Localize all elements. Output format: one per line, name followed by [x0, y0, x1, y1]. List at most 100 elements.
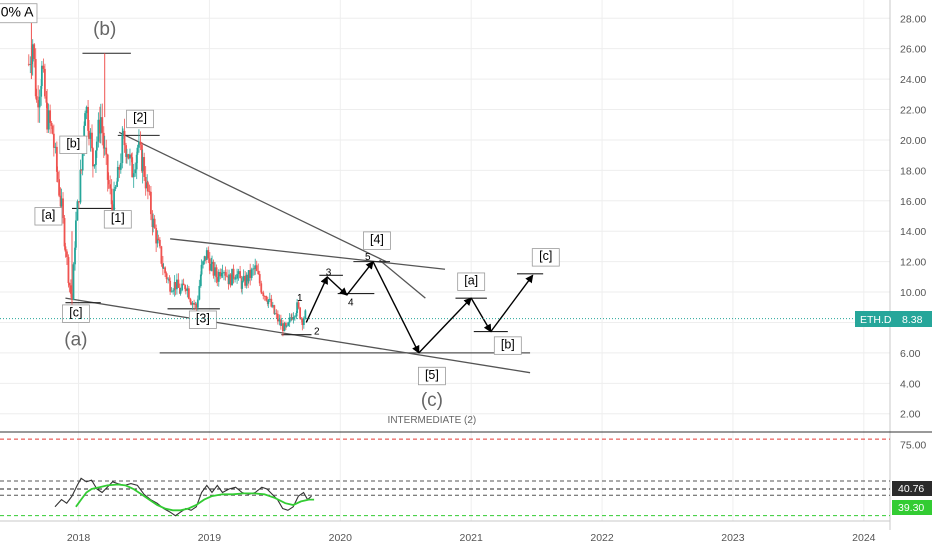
candle-body [202, 261, 204, 265]
candle-body [273, 305, 276, 314]
price-tick-label: 28.00 [900, 13, 926, 25]
candle-body [59, 195, 62, 207]
price-tick-label: 10.00 [900, 287, 926, 299]
candle-body [244, 275, 247, 286]
candle-body [169, 280, 172, 292]
candle-body [182, 283, 185, 286]
symbol-badge: ETH.D 8.38 [855, 311, 932, 327]
candle-body [102, 132, 105, 149]
candle-body [212, 261, 215, 276]
candle-body [131, 157, 134, 178]
candle-body [297, 302, 300, 308]
wave-label-text: [2] [133, 111, 147, 125]
candle-body [31, 44, 34, 62]
candle-body [123, 130, 126, 146]
candle-body [74, 247, 76, 265]
symbol-label: ETH.D [860, 314, 892, 326]
candle-body [207, 250, 210, 259]
candle-body [224, 272, 227, 276]
candle-body [252, 268, 255, 270]
candle-body [79, 169, 82, 203]
candle-body [50, 122, 53, 126]
wave-label-text: 5 [365, 252, 371, 263]
candle-body [52, 133, 55, 148]
wave-label: [c] [62, 304, 90, 323]
candle-body [55, 146, 58, 172]
candle-body [69, 285, 72, 294]
candle-body [203, 256, 206, 262]
price-tick-label: 16.00 [900, 196, 926, 208]
candle-body [214, 267, 216, 276]
candle-body [132, 173, 135, 178]
candle-body [170, 291, 173, 293]
wave-label: 4 [348, 298, 354, 309]
candle-body [239, 271, 242, 279]
candle-body [56, 171, 59, 180]
projection-arrow [372, 261, 420, 354]
candle-body [91, 132, 93, 149]
candle-body [54, 146, 57, 148]
time-tick-label: 2022 [590, 532, 614, 544]
candle-body [109, 184, 112, 189]
candle-body [199, 274, 202, 286]
candle-body [37, 100, 40, 108]
candle-body [51, 125, 54, 134]
time-tick-label: 2018 [67, 532, 91, 544]
candle-body [228, 274, 230, 285]
price-tick-label: 22.00 [900, 105, 926, 117]
oscillator-ma-line [75, 483, 315, 512]
candle-body [83, 125, 86, 145]
oscillator-levels [0, 438, 890, 517]
projection-arrow [470, 297, 492, 333]
candle-body [76, 201, 79, 221]
candle-body [46, 102, 49, 130]
candle-body [186, 288, 189, 291]
projection-arrow [326, 276, 348, 296]
candle-body [129, 154, 131, 159]
candle-body [157, 238, 160, 240]
candle-body [215, 267, 218, 278]
candle-body [280, 323, 283, 326]
candle-body [231, 268, 233, 286]
projection-arrow [418, 297, 472, 354]
wave-label-text: 3 [326, 267, 332, 278]
candle-body [103, 147, 106, 149]
candle-body [121, 134, 124, 164]
candle-body [153, 218, 156, 229]
candle-body [101, 117, 104, 133]
wave-label-box [62, 304, 90, 323]
candle-body [95, 150, 97, 165]
candle-body [155, 228, 158, 244]
candle-body [198, 285, 201, 300]
oscillator-tick-label: 75.00 [900, 439, 926, 451]
candle-body [92, 148, 94, 167]
candle-body [116, 166, 119, 182]
candle-body [64, 246, 67, 252]
wave-label-box [531, 248, 560, 267]
candle-body [35, 96, 38, 101]
candle-body [254, 265, 257, 269]
candle-body [299, 307, 302, 319]
candle-body [179, 290, 182, 294]
candle-body [95, 141, 98, 151]
wave-label-text: [c] [69, 305, 82, 319]
price-grid [0, 0, 890, 521]
candle-body [160, 246, 163, 264]
candle-body [42, 65, 45, 69]
candle-body [81, 144, 84, 171]
candle-body [33, 44, 36, 60]
candle-body [260, 283, 263, 293]
wave-label: [3] [188, 310, 217, 329]
oscillator-series [54, 477, 315, 517]
osc-value-label-green: 39.30 [898, 502, 924, 514]
candle-body [68, 283, 71, 286]
wave-label-text: [5] [425, 368, 439, 382]
candle-body [49, 110, 52, 123]
candle-body [283, 323, 286, 332]
wave-label-text: INTERMEDIATE (2) [388, 415, 477, 426]
candle-body [255, 265, 258, 271]
projection-arrow [346, 260, 374, 296]
osc-value-badge-green: 39.30 [892, 500, 932, 515]
